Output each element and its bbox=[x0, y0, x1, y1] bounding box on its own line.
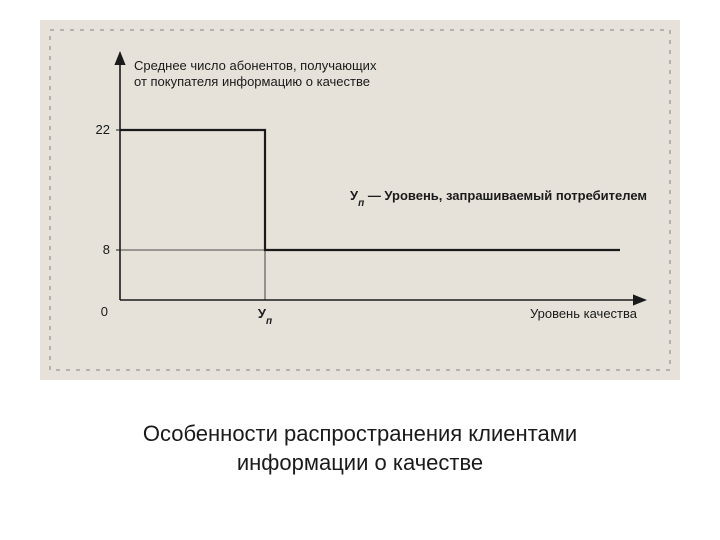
chart-container: Среднее число абонентов, получающихот по… bbox=[40, 20, 680, 380]
figure-caption: Особенности распространения клиентами ин… bbox=[90, 420, 630, 477]
y-tick-label: 8 bbox=[103, 242, 110, 257]
step-chart-svg: Среднее число абонентов, получающихот по… bbox=[40, 20, 680, 380]
x-axis-title: Уровень качества bbox=[530, 306, 638, 321]
y-tick-label: 22 bbox=[96, 122, 110, 137]
origin-label: 0 bbox=[101, 304, 108, 319]
y-axis-title-line: от покупателя информацию о качестве bbox=[134, 74, 370, 89]
y-axis-title-line: Среднее число абонентов, получающих bbox=[134, 58, 377, 73]
